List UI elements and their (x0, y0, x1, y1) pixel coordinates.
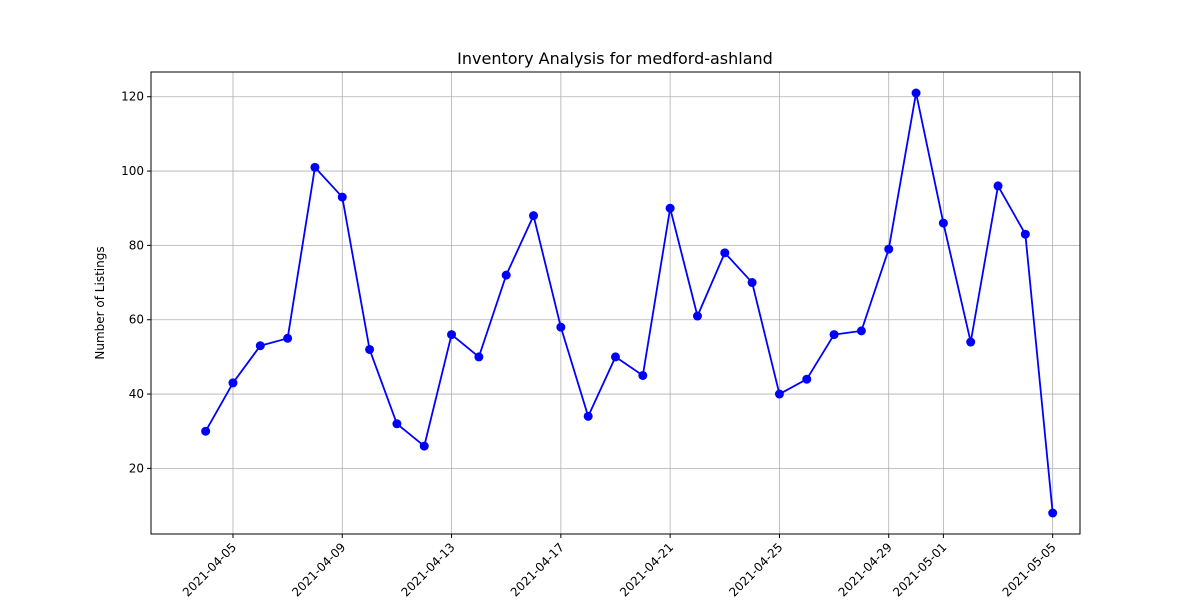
data-point (911, 88, 921, 98)
y-axis: 20 40 60 80 100 120 (121, 90, 151, 475)
plot-area-frame (150, 71, 1081, 535)
data-point (283, 333, 293, 343)
data-point (501, 270, 511, 280)
data-point (583, 411, 593, 421)
data-point (1048, 508, 1058, 518)
data-point (829, 330, 839, 340)
data-point (611, 352, 620, 362)
data-point (310, 162, 320, 172)
x-tick-label: 2021-04-13 (398, 540, 457, 599)
data-point (337, 192, 347, 202)
data-point (665, 203, 675, 213)
data-point (802, 374, 812, 384)
series-line (204, 92, 1054, 514)
y-tick-label: 120 (121, 90, 144, 104)
data-point (556, 322, 566, 332)
y-tick-label: 100 (121, 164, 144, 178)
data-point (938, 218, 948, 228)
data-point (720, 248, 730, 258)
x-tick-label: 2021-04-17 (508, 540, 567, 599)
data-point (201, 426, 211, 436)
x-axis: 2021-04-05 2021-04-09 2021-04-13 2021-04-17… (180, 534, 1059, 599)
x-tick-label: 2021-05-01 (890, 540, 949, 599)
data-point (638, 370, 648, 380)
data-point (774, 389, 784, 399)
x-tick-label: 2021-04-05 (180, 540, 239, 599)
y-tick-label: 40 (129, 387, 144, 401)
data-point (474, 352, 484, 362)
data-point (1020, 229, 1030, 239)
x-tick-label: 2021-04-09 (289, 540, 348, 599)
data-point (228, 378, 238, 388)
data-point (392, 419, 402, 429)
data-point (993, 181, 1003, 191)
data-point (966, 337, 976, 347)
data-point (692, 311, 702, 321)
y-tick-label: 60 (129, 313, 144, 327)
data-point (747, 278, 757, 288)
data-point (419, 441, 429, 451)
y-axis-label: Number of Listings (93, 246, 107, 359)
grid (151, 72, 1080, 534)
x-tick-label: 2021-04-21 (617, 540, 676, 599)
x-tick-label: 2021-05-05 (1000, 540, 1059, 599)
y-tick-label: 20 (129, 461, 144, 475)
data-point (365, 344, 375, 354)
y-tick-label: 80 (129, 238, 144, 252)
data-point (447, 330, 457, 340)
data-point (884, 244, 894, 254)
data-point (529, 211, 539, 221)
x-tick-label: 2021-04-25 (726, 540, 785, 599)
data-point (255, 341, 265, 351)
series-group (201, 88, 1058, 518)
x-tick-label: 2021-04-29 (836, 540, 895, 599)
data-point (856, 326, 866, 336)
chart-title: Inventory Analysis for medford-ashland (457, 49, 773, 68)
